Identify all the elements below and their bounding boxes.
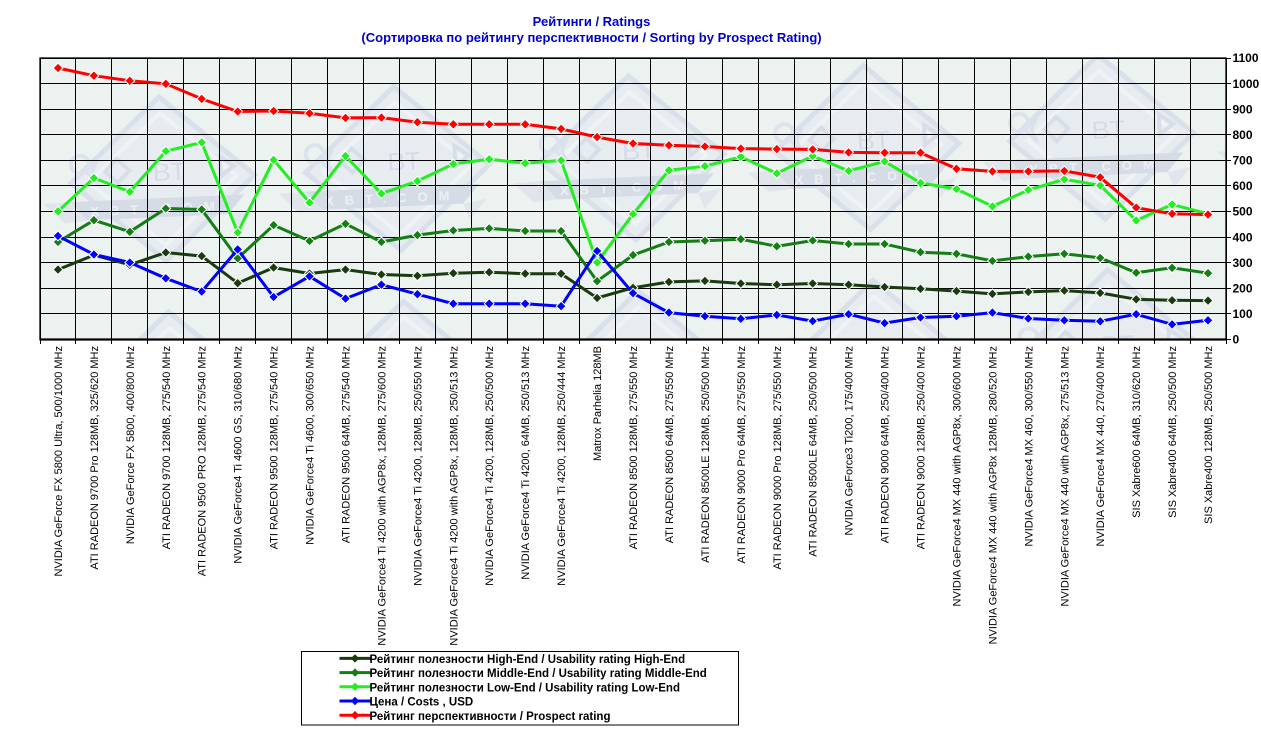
svg-text:NVIDIA GeForce4 Ti 4200, 128MB: NVIDIA GeForce4 Ti 4200, 128MB, 250/500 … xyxy=(484,346,496,586)
svg-text:SIS Xabre600 64MB, 310/620 MHz: SIS Xabre600 64MB, 310/620 MHz xyxy=(1131,346,1143,518)
svg-text:SIS Xabre400 128MB, 250/500 MH: SIS Xabre400 128MB, 250/500 MHz xyxy=(1203,346,1215,524)
svg-text:Matrox Parhelia 128MB: Matrox Parhelia 128MB xyxy=(592,346,604,461)
svg-text:ATI RADEON 9000 Pro 64MB, 275/: ATI RADEON 9000 Pro 64MB, 275/550 MHz xyxy=(736,346,748,563)
svg-text:300: 300 xyxy=(1233,256,1253,270)
svg-text:1000: 1000 xyxy=(1233,77,1260,91)
svg-text:NVIDIA GeForce4 Ti 4200, 128MB: NVIDIA GeForce4 Ti 4200, 128MB, 250/550 … xyxy=(412,346,424,586)
svg-text:NVIDIA GeForce4 Ti 4200, 64MB,: NVIDIA GeForce4 Ti 4200, 64MB, 250/513 M… xyxy=(520,346,532,580)
svg-text:NVIDIA GeForce4 MX 440 with AG: NVIDIA GeForce4 MX 440 with AGP8x, 300/6… xyxy=(952,346,964,606)
svg-text:ATI RADEON 9000 128MB, 250/400: ATI RADEON 9000 128MB, 250/400 MHz xyxy=(916,346,928,549)
svg-text:NVIDIA GeForce4 MX 440, 270/40: NVIDIA GeForce4 MX 440, 270/400 MHz xyxy=(1095,346,1107,547)
svg-text:900: 900 xyxy=(1233,102,1253,116)
svg-text:NVIDIA GeForce4 Ti 4600, 300/6: NVIDIA GeForce4 Ti 4600, 300/650 MHz xyxy=(305,346,317,545)
svg-text:ATI RADEON 8500 128MB, 275/550: ATI RADEON 8500 128MB, 275/550 MHz xyxy=(628,346,640,549)
svg-text:NVIDIA GeForce FX 5800 Ultra,: NVIDIA GeForce FX 5800 Ultra, 500/1000 M… xyxy=(53,346,65,577)
svg-text:Рейтинг полезности High-End /: Рейтинг полезности High-End / Usability … xyxy=(370,654,686,666)
svg-text:600: 600 xyxy=(1233,179,1253,193)
svg-text:ATI RADEON 9500 PRO 128MB, 275: ATI RADEON 9500 PRO 128MB, 275/540 MHz xyxy=(197,346,209,576)
svg-text:ATI RADEON 9700 Pro 128MB, 325: ATI RADEON 9700 Pro 128MB, 325/620 MHz xyxy=(89,346,101,570)
svg-text:Рейтинг перспективности / Pros: Рейтинг перспективности / Prospect ratin… xyxy=(370,711,611,723)
svg-text:100: 100 xyxy=(1233,307,1253,321)
svg-text:Рейтинг полезности Low-End / U: Рейтинг полезности Low-End / Usability r… xyxy=(370,682,680,694)
svg-text:ATI RADEON 9000 64MB, 250/400: ATI RADEON 9000 64MB, 250/400 MHz xyxy=(880,346,892,543)
svg-text:Рейтинг полезности Middle-End: Рейтинг полезности Middle-End / Usabilit… xyxy=(370,668,707,680)
svg-text:0: 0 xyxy=(1233,333,1240,347)
svg-text:200: 200 xyxy=(1233,282,1253,296)
svg-text:NVIDIA GeForce4 Ti 4200 with A: NVIDIA GeForce4 Ti 4200 with AGP8x, 128M… xyxy=(448,346,460,646)
svg-text:NVIDIA GeForce4 MX 440 with AG: NVIDIA GeForce4 MX 440 with AGP8x 128MB,… xyxy=(987,346,999,644)
svg-text:NVIDIA GeForce4 Ti 4600 GS, 31: NVIDIA GeForce4 Ti 4600 GS, 310/680 MHz xyxy=(233,346,245,564)
svg-text:Рейтинги / Ratings: Рейтинги / Ratings xyxy=(533,14,651,29)
svg-text:Цена / Costs , USD: Цена / Costs , USD xyxy=(370,697,474,709)
svg-text:ATI RADEON 8500LE 64MB, 250/50: ATI RADEON 8500LE 64MB, 250/500 MHz xyxy=(808,346,820,557)
svg-text:400: 400 xyxy=(1233,230,1253,244)
svg-text:ATI RADEON 9000 Pro 128MB, 275: ATI RADEON 9000 Pro 128MB, 275/550 MHz xyxy=(772,346,784,570)
svg-text:ATI RADEON 9500 64MB, 275/540: ATI RADEON 9500 64MB, 275/540 MHz xyxy=(341,346,353,543)
svg-text:800: 800 xyxy=(1233,128,1253,142)
svg-text:NVIDIA GeForce4 Ti 4200, 128MB: NVIDIA GeForce4 Ti 4200, 128MB, 250/444 … xyxy=(556,346,568,586)
svg-text:ATI RADEON 9700 128MB, 275/540: ATI RADEON 9700 128MB, 275/540 MHz xyxy=(161,346,173,549)
svg-text:ATI RADEON 9500 128MB, 275/540: ATI RADEON 9500 128MB, 275/540 MHz xyxy=(269,346,281,549)
svg-text:(Сортировка по рейтингу перспе: (Сортировка по рейтингу перспективности … xyxy=(361,30,821,45)
svg-text:SIS Xabre400 64MB, 250/500 MHz: SIS Xabre400 64MB, 250/500 MHz xyxy=(1167,346,1179,518)
svg-text:ATI RADEON 8500LE 128MB, 250/5: ATI RADEON 8500LE 128MB, 250/500 MHz xyxy=(700,346,712,563)
svg-text:NVIDIA GeForce FX 5800, 400/80: NVIDIA GeForce FX 5800, 400/800 MHz xyxy=(125,346,137,544)
svg-text:1100: 1100 xyxy=(1233,51,1259,65)
svg-text:500: 500 xyxy=(1233,205,1253,219)
svg-text:NVIDIA GeForce4 MX 440 with AG: NVIDIA GeForce4 MX 440 with AGP8x, 275/5… xyxy=(1059,346,1071,606)
svg-text:ATI RADEON 8500 64MB, 275/550: ATI RADEON 8500 64MB, 275/550 MHz xyxy=(664,346,676,543)
svg-text:NVIDIA GeForce3 Ti200, 175/400: NVIDIA GeForce3 Ti200, 175/400 MHz xyxy=(844,346,856,536)
svg-text:700: 700 xyxy=(1233,154,1253,168)
svg-text:NVIDIA GeForce4 MX 460, 300/55: NVIDIA GeForce4 MX 460, 300/550 MHz xyxy=(1023,346,1035,547)
svg-text:NVIDIA GeForce4 Ti 4200 with A: NVIDIA GeForce4 Ti 4200 with AGP8x, 128M… xyxy=(376,346,388,646)
